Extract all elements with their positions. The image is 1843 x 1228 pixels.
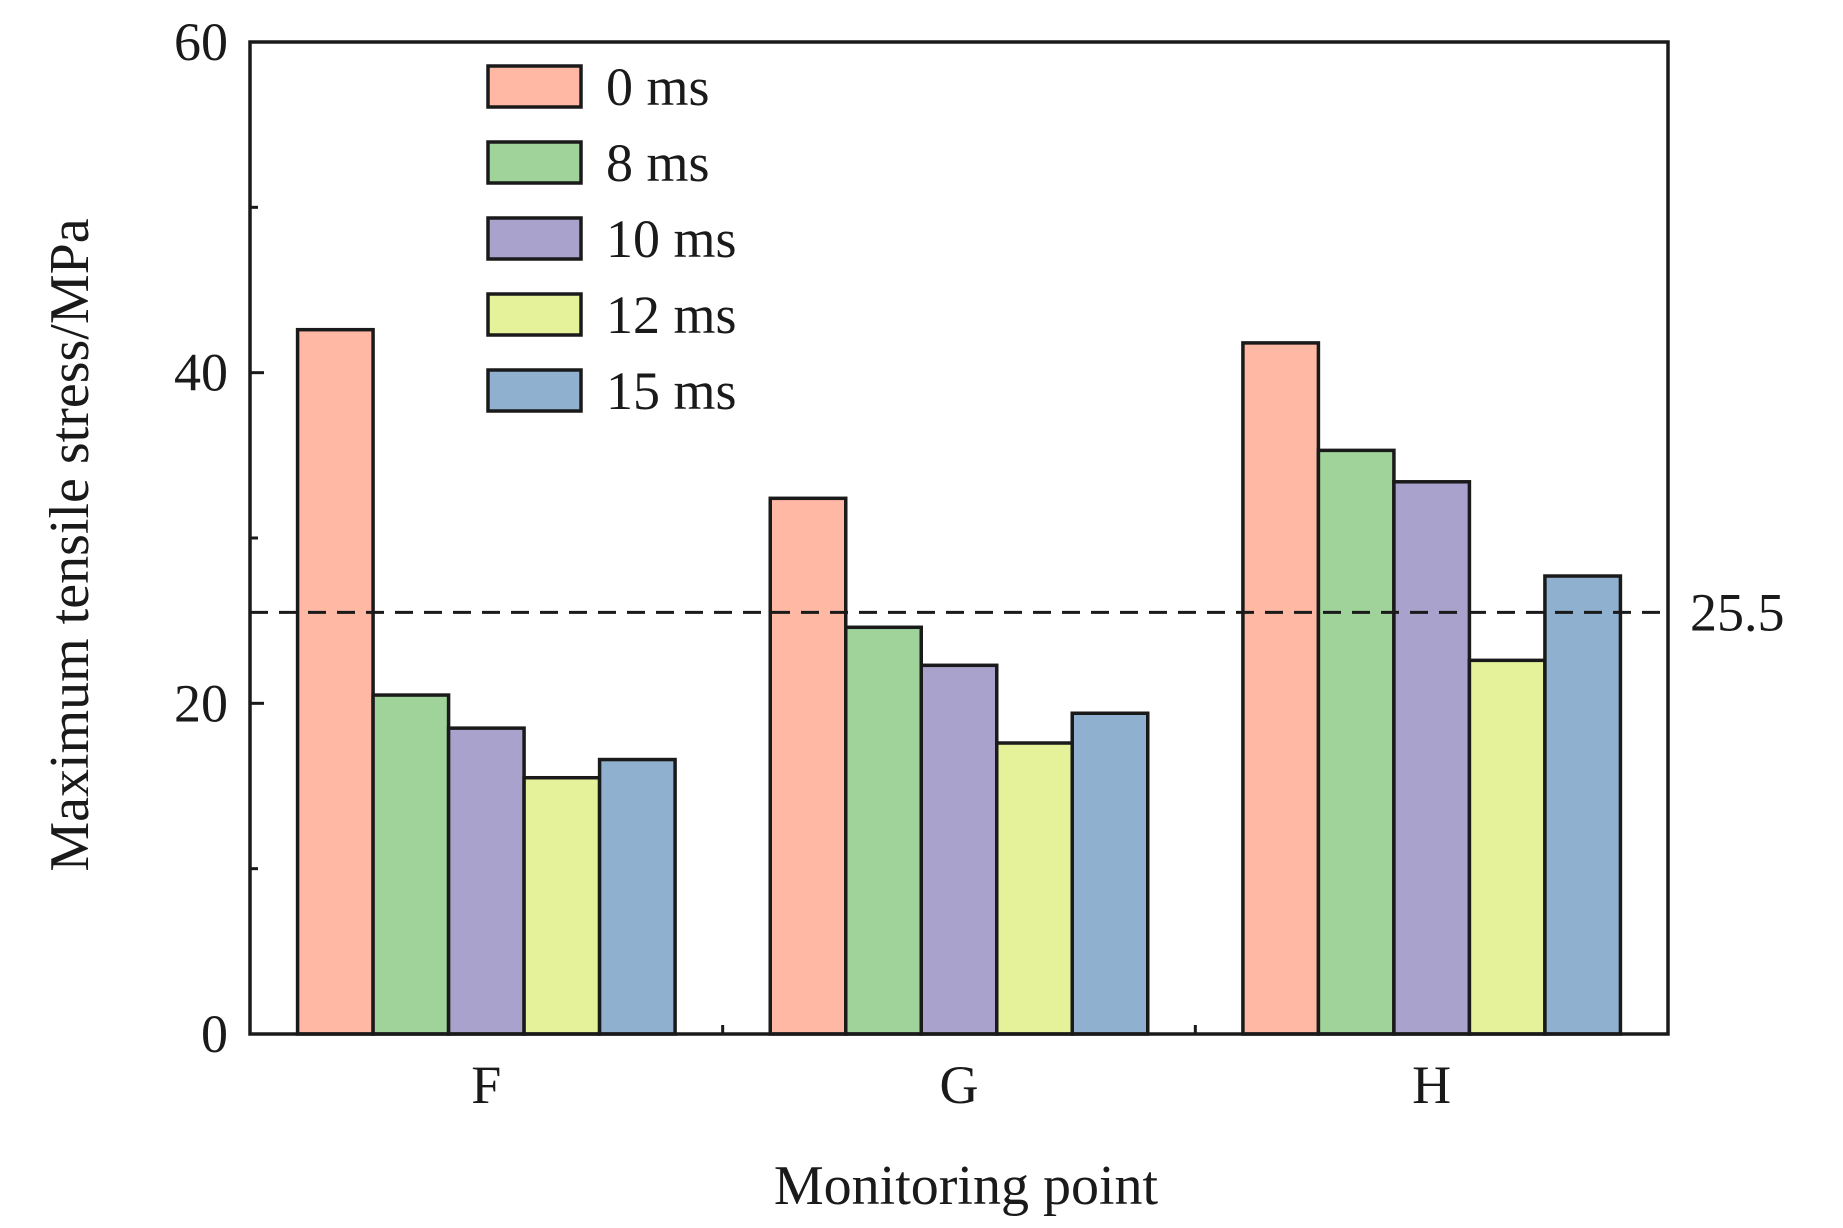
bar-H-10ms: [1392, 480, 1472, 1036]
bar-F-8ms: [371, 693, 451, 1036]
legend-label-10ms: 10 ms: [606, 209, 737, 269]
bar-H-12ms: [1467, 658, 1547, 1036]
bar-G-12ms: [995, 741, 1074, 1036]
bar-G-0ms: [768, 496, 848, 1036]
y-tick-label: 20: [174, 673, 228, 733]
axes-layer: 0 20 40 60 F G H: [174, 12, 1670, 1115]
bar-F-0ms: [295, 327, 375, 1036]
x-tick-label-F: F: [471, 1055, 501, 1115]
legend-swatch-12ms: [486, 292, 583, 337]
bar-H-8ms: [1316, 448, 1396, 1036]
reference-line-label: 25.5: [1690, 582, 1785, 642]
legend-swatch-15ms: [486, 368, 583, 413]
legend: 0 ms 8 ms 10 ms 12 ms 15 ms: [486, 57, 737, 421]
bar-F-12ms: [522, 775, 602, 1036]
y-tick-label: 40: [174, 343, 228, 403]
bar-F-10ms: [446, 726, 526, 1036]
legend-label-12ms: 12 ms: [606, 285, 737, 345]
bar-H-15ms: [1543, 574, 1623, 1036]
x-axis-title: Monitoring point: [774, 1155, 1159, 1217]
bar-G-8ms: [844, 625, 923, 1036]
bar-G-10ms: [919, 663, 999, 1036]
legend-swatch-10ms: [486, 216, 583, 261]
legend-swatch-8ms: [486, 140, 583, 185]
x-tick-label-G: G: [940, 1055, 979, 1115]
reference-line-layer: 25.5: [250, 582, 1785, 642]
legend-label-8ms: 8 ms: [606, 133, 710, 193]
bar-G-15ms: [1070, 711, 1150, 1036]
x-tick-label-H: H: [1412, 1055, 1451, 1115]
legend-label-0ms: 0 ms: [606, 57, 710, 117]
y-tick-label: 60: [174, 12, 228, 72]
legend-label-15ms: 15 ms: [606, 361, 737, 421]
legend-swatch-0ms: [486, 64, 583, 109]
bars-layer: [295, 327, 1623, 1036]
y-axis-title: Maximum tensile stress/MPa: [39, 218, 101, 871]
bar-H-0ms: [1241, 341, 1321, 1036]
y-tick-label: 0: [201, 1004, 228, 1064]
bar-F-15ms: [597, 757, 677, 1036]
